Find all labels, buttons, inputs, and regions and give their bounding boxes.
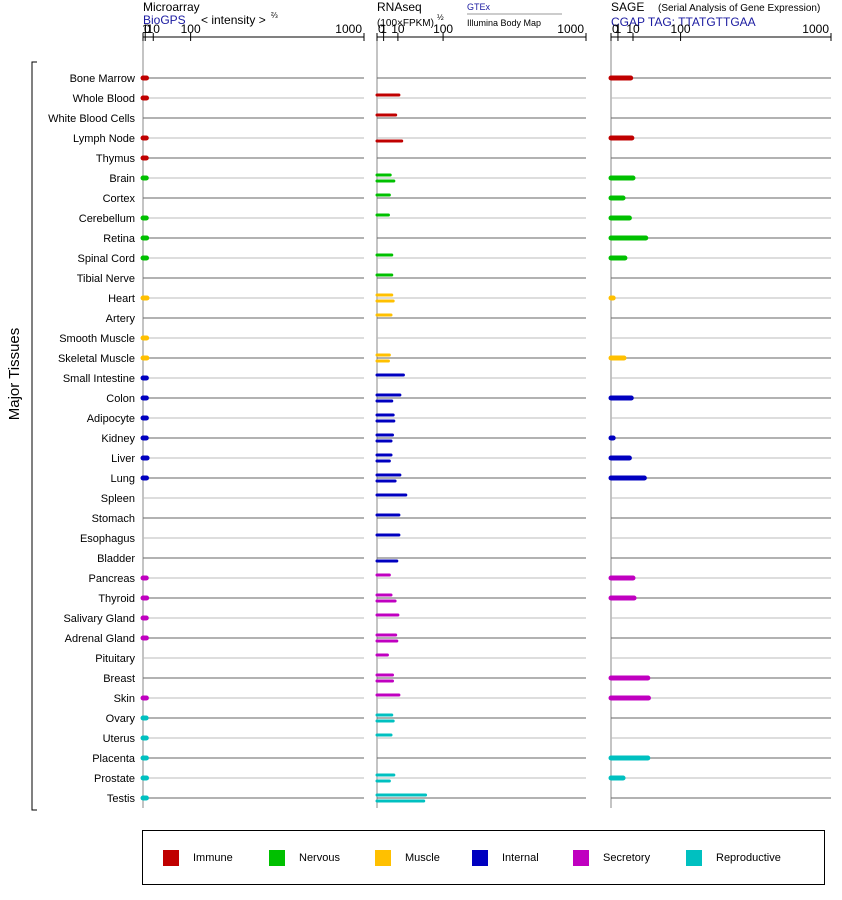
- legend-item-immune: Immune: [163, 849, 233, 867]
- tissue-label: Colon: [106, 393, 135, 405]
- legend-swatch: [375, 850, 391, 866]
- legend: Immune Nervous Muscle Internal Secretory Repr…: [142, 830, 825, 885]
- rnaseq-x-tick-label: 1: [380, 22, 387, 36]
- tissue-label: Brain: [109, 173, 135, 185]
- sage-x-tick-label: 10: [626, 22, 640, 36]
- tissue-label: Cortex: [103, 193, 136, 205]
- tissue-label: Spinal Cord: [78, 253, 135, 265]
- tissue-label: Lung: [111, 473, 135, 485]
- tissue-label: Kidney: [101, 433, 135, 445]
- legend-item-nervous: Nervous: [269, 849, 340, 867]
- bars-layer: [140, 75, 651, 803]
- legend-label: Secretory: [603, 852, 651, 864]
- legend-label: Internal: [502, 852, 539, 864]
- tissue-labels-layer: Bone Marrow Whole Blood White Blood Cells L…: [48, 73, 136, 805]
- tissue-label: Pituitary: [95, 653, 135, 665]
- legend-label: Reproductive: [716, 852, 781, 864]
- tissue-expression-chart: Microarray BioGPS < intensity > ⅔ RNAseq…: [6, 0, 832, 811]
- legend-swatch: [686, 850, 702, 866]
- microarray-x-tick-label: 1000: [335, 22, 362, 36]
- sage-x-tick-label: 1: [615, 22, 622, 36]
- tissue-label: Placenta: [92, 753, 136, 765]
- sage-tag: CGAP TAG: TTATGTTGAA: [611, 15, 756, 29]
- tissue-label: Ovary: [106, 713, 136, 725]
- sage-x-tick-label: 100: [671, 22, 691, 36]
- legend-swatch: [269, 850, 285, 866]
- tissue-label: Uterus: [103, 733, 136, 745]
- tissue-label: Salivary Gland: [63, 613, 135, 625]
- tissue-label: Whole Blood: [73, 93, 135, 105]
- sage-subtitle: (Serial Analysis of Gene Expression): [658, 3, 820, 14]
- tissue-label: Spleen: [101, 493, 135, 505]
- tissue-label: Cerebellum: [79, 213, 135, 225]
- tissue-label: Prostate: [94, 773, 135, 785]
- rnaseq-scale-exponent: ½: [437, 13, 444, 22]
- legend-item-secretory: Secretory: [573, 849, 650, 867]
- legend-item-internal: Internal: [472, 849, 539, 867]
- sage-x-tick-label: 1000: [802, 22, 829, 36]
- tissue-label: Retina: [103, 233, 136, 245]
- microarray-x-tick-label: 1: [142, 22, 149, 36]
- tissue-label: White Blood Cells: [48, 113, 135, 125]
- tissue-label: Thyroid: [98, 593, 135, 605]
- rnaseq-scale: (100×FPKM): [377, 18, 434, 29]
- legend-swatch: [573, 850, 589, 866]
- legend-label: Muscle: [405, 852, 440, 864]
- tissue-label: Artery: [106, 313, 136, 325]
- legend-item-muscle: Muscle: [375, 849, 440, 867]
- sage-title: SAGE: [611, 0, 644, 14]
- legend-swatch: [163, 850, 179, 866]
- rnaseq-source-gtex: GTEx: [467, 2, 491, 12]
- tissue-label: Bone Marrow: [70, 73, 135, 85]
- tissue-label: Smooth Muscle: [59, 333, 135, 345]
- rnaseq-x-tick-label: 1000: [557, 22, 584, 36]
- tissue-label: Stomach: [92, 513, 135, 525]
- rnaseq-x-tick-label: 10: [391, 22, 405, 36]
- tissue-label: Skeletal Muscle: [58, 353, 135, 365]
- row-grid-layer: [143, 77, 831, 799]
- tissue-label: Testis: [107, 793, 136, 805]
- tissue-label: Adrenal Gland: [65, 633, 135, 645]
- rnaseq-title: RNAseq: [377, 0, 422, 14]
- tissue-label: Liver: [111, 453, 135, 465]
- tissue-label: Esophagus: [80, 533, 136, 545]
- tissue-label: Lymph Node: [73, 133, 135, 145]
- tissue-label: Breast: [103, 673, 135, 685]
- tissue-label: Small Intestine: [63, 373, 135, 385]
- rnaseq-source-illumina: Illumina Body Map: [467, 18, 541, 28]
- y-group-label: Major Tissues: [6, 328, 23, 421]
- tissue-label: Thymus: [96, 153, 136, 165]
- tissue-label: Tibial Nerve: [77, 273, 135, 285]
- microarray-x-tick-label: 0: [144, 22, 151, 36]
- tissue-label: Skin: [114, 693, 135, 705]
- legend-item-reproductive: Reproductive: [686, 849, 781, 867]
- microarray-source: BioGPS: [143, 13, 186, 27]
- legend-label: Nervous: [299, 852, 340, 864]
- tissue-label: Adipocyte: [87, 413, 135, 425]
- tissue-group-bracket: [31, 61, 37, 811]
- tissue-label: Pancreas: [89, 573, 136, 585]
- microarray-scale-exponent: ⅔: [271, 11, 278, 20]
- microarray-x-tick-label: 10: [147, 22, 161, 36]
- legend-swatch: [472, 850, 488, 866]
- rnaseq-x-tick-label: 0: [378, 22, 385, 36]
- tissue-label: Heart: [108, 293, 135, 305]
- legend-label: Immune: [193, 852, 233, 864]
- microarray-x-tick-label: 100: [181, 22, 201, 36]
- tissue-label: Bladder: [97, 553, 135, 565]
- rnaseq-x-tick-label: 100: [433, 22, 453, 36]
- sage-x-tick-label: 0: [612, 22, 619, 36]
- microarray-scale: < intensity >: [201, 13, 266, 27]
- microarray-title: Microarray: [143, 0, 200, 14]
